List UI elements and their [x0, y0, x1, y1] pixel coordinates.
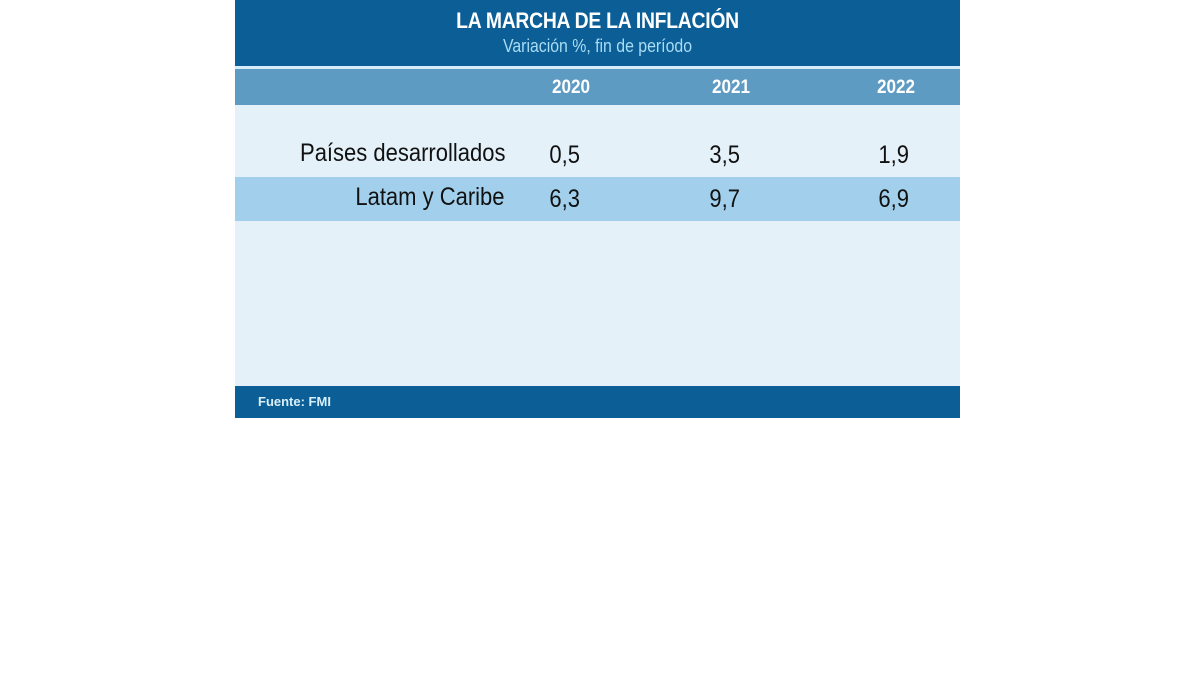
- chart-subtitle: Variación %, fin de período: [502, 36, 693, 56]
- cell-value: 9,7: [709, 185, 740, 213]
- cell-value: 6,9: [878, 185, 909, 213]
- cell-value: 0,5: [549, 141, 580, 169]
- cell-value: 3,5: [709, 141, 740, 169]
- chart-title: LA MARCHA DE LA INFLACIÓN: [456, 8, 739, 33]
- table-row: Latam y Caribe 6,3 9,7 6,9: [235, 177, 960, 221]
- row-label: Latam y Caribe: [355, 183, 505, 211]
- column-header-2020: 2020: [551, 77, 590, 98]
- source-note: Fuente: FMI: [258, 394, 331, 409]
- cell-value: 6,3: [549, 185, 580, 213]
- column-header-row: 2020 2021 2022: [235, 69, 960, 105]
- inflation-table-card: LA MARCHA DE LA INFLACIÓN Variación %, f…: [235, 0, 960, 418]
- column-header-2022: 2022: [876, 77, 915, 98]
- column-header-2021: 2021: [711, 77, 750, 98]
- divider: [235, 66, 960, 69]
- table-row: Países desarrollados 0,5 3,5 1,9: [235, 131, 960, 175]
- row-label: Países desarrollados: [299, 139, 505, 167]
- footer-band: Fuente: FMI: [235, 386, 960, 418]
- cell-value: 1,9: [878, 141, 909, 169]
- title-band: LA MARCHA DE LA INFLACIÓN Variación %, f…: [235, 0, 960, 66]
